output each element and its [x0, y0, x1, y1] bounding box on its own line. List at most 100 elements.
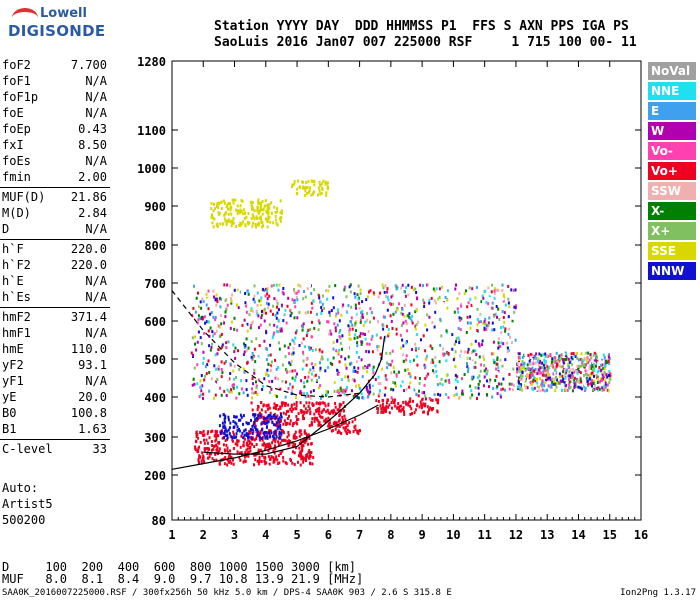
- echo-point: [384, 374, 387, 378]
- echo-point: [280, 314, 283, 318]
- echo-point: [390, 401, 393, 404]
- echo-point: [466, 303, 469, 307]
- echo-point: [531, 358, 534, 362]
- echo-point: [327, 320, 330, 324]
- echo-point: [483, 320, 486, 324]
- echo-point: [291, 424, 294, 428]
- echo-point: [252, 413, 255, 417]
- echo-point: [524, 379, 527, 383]
- echo-point: [549, 353, 552, 356]
- echo-point: [285, 321, 288, 325]
- echo-point: [222, 443, 225, 447]
- echo-point: [295, 401, 298, 404]
- echo-point: [409, 375, 412, 379]
- echo-point: [343, 421, 346, 425]
- echo-point: [223, 217, 226, 221]
- echo-point: [327, 366, 329, 369]
- echo-point: [366, 365, 369, 369]
- echo-point: [565, 352, 567, 356]
- echo-point: [214, 393, 217, 397]
- echo-point: [519, 387, 522, 391]
- echo-point: [262, 404, 265, 408]
- echo-point: [305, 456, 307, 460]
- echo-point: [327, 289, 330, 293]
- auto-artist: Artist5: [2, 497, 53, 511]
- echo-point: [308, 190, 310, 194]
- echo-point: [306, 191, 308, 195]
- echo-point: [503, 320, 506, 324]
- echo-point: [608, 370, 611, 373]
- echo-point: [258, 455, 261, 459]
- echo-point: [302, 359, 305, 363]
- echo-point: [283, 403, 286, 407]
- echo-point: [221, 371, 224, 375]
- echo-point: [524, 353, 527, 357]
- echo-point: [405, 322, 408, 326]
- echo-point: [310, 451, 313, 454]
- echo-point: [206, 363, 209, 367]
- echo-point: [249, 449, 252, 453]
- echo-point: [446, 298, 449, 302]
- echo-point: [237, 349, 239, 353]
- param-value: 220.0: [70, 258, 107, 272]
- echo-point: [417, 394, 420, 398]
- echo-point: [609, 374, 612, 378]
- echo-point: [391, 349, 394, 353]
- echo-point: [601, 373, 604, 377]
- x-tick-label: 5: [293, 528, 300, 542]
- echo-point: [393, 370, 396, 374]
- echo-point: [293, 316, 296, 320]
- echo-point: [368, 383, 371, 387]
- echo-point: [609, 377, 612, 381]
- echo-point: [332, 340, 335, 344]
- echo-point: [458, 341, 461, 345]
- echo-point: [327, 403, 330, 407]
- echo-point: [259, 429, 262, 433]
- echo-point: [243, 345, 246, 349]
- echo-point: [377, 295, 380, 299]
- echo-point: [483, 357, 486, 361]
- echo-point: [218, 441, 221, 445]
- param-row: M(D) 2.84: [0, 206, 110, 222]
- echo-point: [251, 396, 253, 400]
- echo-point: [220, 375, 223, 379]
- echo-point: [294, 396, 297, 399]
- echo-point: [557, 381, 560, 385]
- echo-point: [210, 311, 213, 315]
- echo-point: [225, 394, 228, 397]
- echo-point: [325, 390, 328, 394]
- echo-point: [198, 456, 201, 460]
- echo-point: [286, 421, 289, 425]
- echo-point: [575, 369, 578, 373]
- x-tick-label: 7: [356, 528, 363, 542]
- echo-point: [305, 401, 308, 405]
- echo-point: [245, 310, 248, 314]
- echo-point: [349, 362, 352, 366]
- echo-point: [280, 209, 283, 213]
- echo-point: [275, 455, 278, 459]
- echo-point: [544, 380, 547, 384]
- echo-point: [536, 385, 539, 389]
- echo-point: [354, 369, 357, 373]
- echo-point: [366, 370, 369, 374]
- echo-point: [469, 357, 471, 360]
- echo-point: [258, 216, 261, 220]
- echo-point: [204, 374, 207, 378]
- echo-point: [309, 461, 311, 465]
- echo-point: [246, 393, 249, 397]
- echo-point: [413, 324, 416, 328]
- echo-point: [242, 367, 245, 371]
- echo-point: [411, 314, 414, 318]
- echo-point: [200, 461, 203, 465]
- echo-point: [223, 457, 226, 461]
- legend-item: Vo-: [648, 142, 696, 160]
- echo-point: [521, 355, 524, 359]
- echo-point: [253, 420, 256, 424]
- echo-point: [464, 341, 467, 345]
- echo-point: [256, 459, 259, 463]
- echo-point: [515, 304, 517, 308]
- echo-point: [244, 451, 247, 455]
- x-tick-label: 1: [168, 528, 175, 542]
- echo-point: [309, 410, 312, 414]
- echo-point: [265, 217, 268, 221]
